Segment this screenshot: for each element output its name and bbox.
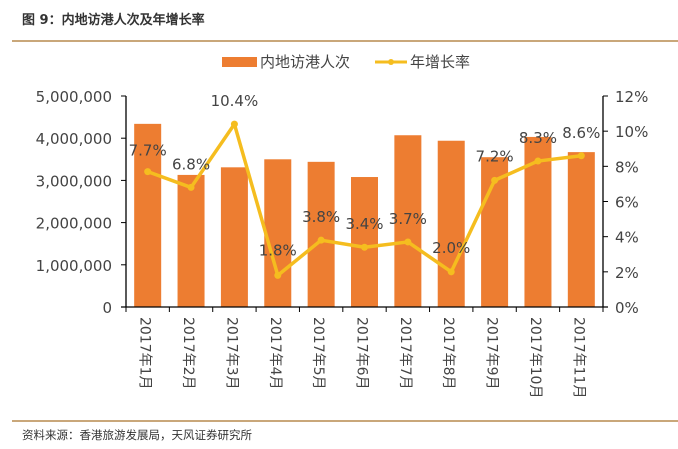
x-tick-label: 2017年4月: [267, 317, 283, 390]
left-tick-label: 5,000,000: [36, 88, 112, 106]
x-tick-label: 2017年9月: [484, 317, 500, 390]
right-tick-label: 6%: [615, 194, 639, 212]
growth-point-10: [534, 157, 542, 165]
source-note: 资料来源：香港旅游发展局，天风证券研究所: [22, 428, 252, 442]
bar-5: [307, 161, 335, 307]
right-tick-label: 2%: [615, 264, 639, 282]
left-tick-label: 0: [102, 299, 112, 317]
legend-bar-label: 内地访港人次: [260, 53, 350, 71]
left-tick-label: 2,000,000: [36, 215, 112, 233]
bar-1: [134, 123, 162, 308]
growth-point-5: [317, 236, 325, 244]
bar-11: [567, 152, 595, 307]
right-tick-label: 0%: [615, 299, 639, 317]
growth-point-8: [447, 268, 455, 276]
right-tick-label: 4%: [615, 229, 639, 247]
growth-point-4: [274, 271, 282, 279]
growth-data-label: 3.8%: [302, 208, 340, 226]
growth-point-6: [361, 243, 368, 251]
x-tick-label: 2017年2月: [180, 317, 196, 390]
growth-data-label: 6.8%: [172, 155, 210, 173]
bottom-divider: [12, 420, 678, 422]
right-tick-label: 8%: [615, 158, 639, 176]
x-tick-label: 2017年7月: [397, 317, 413, 390]
x-tick-label: 2017年11月: [570, 317, 586, 398]
growth-point-9: [491, 176, 499, 184]
bar-8: [437, 140, 465, 307]
right-tick-label: 12%: [615, 88, 648, 106]
growth-point-3: [230, 120, 238, 128]
legend-line-label: 年增长率: [410, 53, 470, 71]
growth-data-label: 7.2%: [476, 147, 514, 165]
legend-line-marker: [388, 59, 394, 65]
growth-point-11: [577, 152, 585, 160]
bar-7: [394, 135, 422, 307]
growth-data-label: 8.3%: [519, 129, 557, 147]
x-tick-label: 2017年6月: [354, 317, 370, 390]
growth-data-label: 2.0%: [432, 239, 470, 257]
growth-data-label: 3.7%: [389, 210, 427, 228]
bar-4: [264, 159, 292, 307]
bar-2: [177, 174, 205, 307]
growth-data-label: 7.7%: [129, 142, 167, 160]
growth-data-label: 3.4%: [345, 215, 383, 233]
growth-point-1: [144, 168, 152, 176]
growth-data-label: 10.4%: [211, 92, 259, 110]
left-tick-label: 3,000,000: [36, 172, 112, 190]
growth-point-7: [404, 238, 412, 246]
x-tick-label: 2017年3月: [223, 317, 239, 390]
bar-6: [351, 177, 378, 307]
x-tick-label: 2017年5月: [310, 317, 326, 390]
growth-data-label: 8.6%: [562, 124, 600, 142]
left-tick-label: 1,000,000: [36, 257, 112, 275]
x-tick-label: 2017年10月: [527, 317, 543, 398]
right-tick-label: 10%: [615, 123, 648, 141]
growth-data-label: 1.8%: [259, 241, 297, 259]
x-tick-label: 2017年8月: [440, 317, 456, 390]
bar-3: [220, 167, 248, 307]
x-tick-label: 2017年1月: [137, 317, 153, 390]
legend-bar-swatch: [222, 57, 257, 67]
top-divider: [12, 40, 678, 42]
growth-point-2: [187, 183, 195, 191]
figure-title: 图 9：内地访港人次及年增长率: [22, 13, 205, 28]
left-tick-label: 4,000,000: [36, 130, 112, 148]
